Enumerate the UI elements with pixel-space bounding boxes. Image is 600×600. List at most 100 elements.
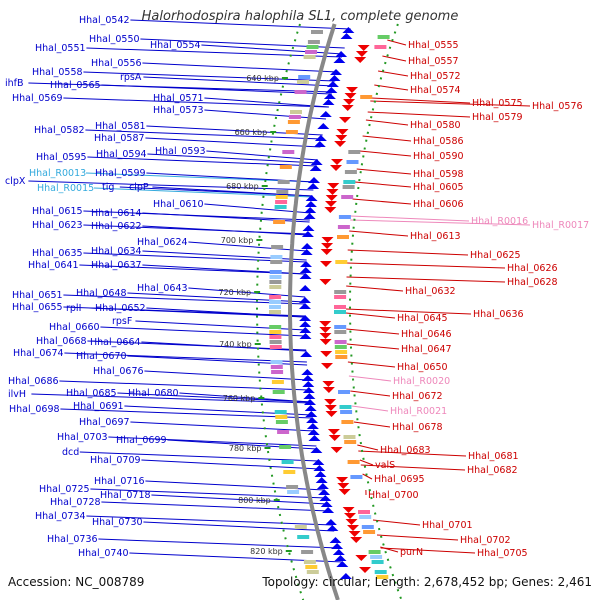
left-feature-label: Hhal_0664 [90,337,141,348]
forward-cog-block [283,470,296,474]
left-feature-label: Hhal_0676 [93,366,144,377]
left-leader-line [79,264,306,275]
right-leader-line [350,390,391,397]
forward-gene-arrow [308,177,320,183]
left-feature-label: Hhal_0599 [95,168,146,179]
left-feature-label: Hhal_0668 [36,336,87,347]
left-leader-line [89,307,306,318]
right-leader-line [370,100,531,107]
reverse-cog-block [350,475,363,479]
forward-gene-arrow [302,381,315,387]
right-feature-label: Hhal_0695 [374,474,425,485]
left-feature-label: Hhal_0716 [94,476,145,487]
forward-gene-arrow [313,141,326,147]
right-feature-label: Hhal_0598 [413,169,464,180]
forward-gene-arrow [332,549,345,555]
right-feature-label: Hhal_R0016 [471,216,528,227]
label-leader-lines [28,19,531,563]
reverse-gene-arrow [325,411,338,417]
left-feature-label: Hhal_0643 [137,283,188,294]
right-leader-line [378,70,409,77]
forward-cog-block [287,120,300,124]
left-feature-label: Hhal_0624 [137,237,188,248]
reverse-gene-arrow [325,195,338,201]
left-feature-label: Hhal_R0015 [37,183,94,194]
left-leader-line [141,341,307,352]
left-leader-line [63,97,329,108]
reverse-gene-arrow [334,141,347,147]
forward-cog-block [273,220,286,224]
forward-gene-arrow [304,405,317,411]
left-feature-label: Hhal_0691 [73,401,124,412]
reverse-gene-arrow [327,183,340,189]
left-feature-label: rplI [66,303,81,314]
reverse-cog-block [335,355,348,359]
reverse-cog-block [340,410,353,414]
left-leader-line [201,44,343,55]
forward-cog-block [306,45,319,49]
right-feature-label: Hhal_0625 [470,250,521,261]
reverse-cog-block [334,340,347,344]
right-feature-label: Hhal_0702 [460,535,511,546]
reverse-gene-arrow [335,135,348,141]
reverse-gene-arrow [347,525,359,531]
forward-cog-block [270,255,283,259]
left-feature-label: Hhal_0593 [155,146,206,157]
left-leader-line [87,156,318,167]
forward-gene-arrow [313,465,326,471]
left-leader-line [130,19,351,30]
forward-gene-arrow [314,471,327,477]
left-feature-label: Hhal_0614 [91,208,142,219]
reverse-gene-arrow [337,483,350,489]
left-feature-label: rpsA [120,72,142,83]
tick-label: 660 kbp [235,128,268,137]
forward-cog-block [298,75,311,79]
left-leader-line [143,76,334,87]
left-feature-label: Hhal_0637 [91,260,142,271]
forward-cog-block [274,410,287,414]
reverse-gene-arrow [320,261,332,267]
tick-label: 720 kbp [219,288,252,297]
left-feature-label: clpP [129,182,149,193]
left-leader-line [188,287,306,298]
forward-gene-arrow [329,537,342,543]
forward-cog-block [269,295,282,299]
forward-gene-arrow [308,435,321,441]
right-leader-line [362,135,412,142]
reverse-cog-block [370,555,383,559]
forward-gene-arrow [299,267,312,273]
right-feature-label: Hhal_0557 [408,56,459,67]
reverse-gene-arrow [324,399,337,405]
forward-gene-arrow [305,195,318,201]
forward-cog-block [294,525,307,529]
forward-cog-block [301,550,314,554]
left-feature-label: Hhal_0652 [95,303,146,314]
tick-label: 680 kbp [226,182,259,191]
left-leader-line [28,82,333,93]
reverse-cog-block [374,570,387,574]
tick-label: 740 kbp [219,340,252,349]
forward-gene-arrow [306,417,319,423]
reverse-gene-arrow [320,249,333,255]
left-feature-label: Hhal_0740 [78,548,129,559]
right-feature-label: Hhal_0613 [410,231,461,242]
forward-cog-block [277,430,290,434]
forward-cog-block [270,360,283,364]
left-leader-line [85,129,322,140]
left-feature-label: Hhal_0595 [36,152,87,163]
reverse-gene-arrow [355,555,368,561]
forward-cog-block [305,50,317,54]
reverse-gene-arrow [322,381,335,387]
reverse-gene-arrow [325,201,337,207]
forward-gene-arrow [301,231,314,237]
right-feature-label: Hhal_0705 [477,548,528,559]
forward-gene-arrow [302,387,315,393]
left-leader-line [145,137,321,148]
left-leader-line [85,172,315,183]
reverse-gene-arrow [359,567,371,573]
left-leader-line [86,47,343,58]
forward-gene-arrow [299,273,312,279]
reverse-cog-block [337,235,349,239]
left-feature-label: Hhal_0581 [95,121,146,132]
reverse-cog-block [343,435,356,439]
